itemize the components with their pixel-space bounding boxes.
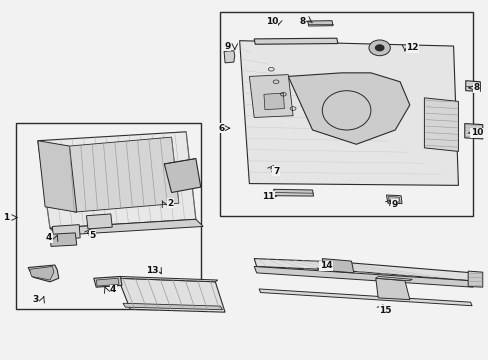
Polygon shape (287, 73, 409, 144)
Polygon shape (50, 219, 203, 235)
Bar (220, 12, 472, 216)
Polygon shape (94, 276, 122, 287)
Text: 11: 11 (261, 192, 274, 201)
Polygon shape (307, 21, 332, 26)
Polygon shape (264, 93, 284, 110)
Polygon shape (52, 225, 80, 240)
Polygon shape (386, 195, 401, 203)
Polygon shape (259, 289, 471, 306)
Text: 15: 15 (379, 306, 391, 315)
Text: 1: 1 (3, 213, 9, 222)
Text: 2: 2 (167, 199, 173, 208)
Text: 13: 13 (145, 266, 158, 275)
Polygon shape (224, 51, 234, 63)
Polygon shape (69, 137, 179, 212)
Text: 14: 14 (319, 261, 332, 270)
Text: 10: 10 (265, 17, 277, 26)
Polygon shape (322, 258, 353, 273)
Polygon shape (467, 271, 482, 287)
Text: 10: 10 (470, 129, 482, 138)
Polygon shape (465, 81, 479, 91)
Bar (16, 123, 201, 309)
Circle shape (368, 40, 389, 56)
Text: 9: 9 (390, 200, 397, 209)
Polygon shape (254, 38, 337, 44)
Text: 5: 5 (89, 231, 96, 240)
Text: 6: 6 (218, 124, 224, 133)
Polygon shape (96, 278, 119, 286)
Polygon shape (249, 75, 292, 117)
Polygon shape (273, 189, 313, 196)
Polygon shape (86, 214, 112, 229)
Text: 3: 3 (32, 295, 39, 304)
Text: 12: 12 (405, 43, 418, 52)
Polygon shape (118, 278, 224, 312)
Text: 4: 4 (46, 233, 52, 242)
Polygon shape (30, 266, 54, 280)
Polygon shape (164, 158, 201, 193)
Polygon shape (424, 98, 458, 152)
Polygon shape (50, 233, 77, 247)
Polygon shape (375, 278, 409, 300)
Polygon shape (254, 266, 472, 287)
Polygon shape (28, 265, 59, 282)
Polygon shape (239, 41, 458, 185)
Circle shape (374, 44, 384, 51)
Text: 7: 7 (272, 167, 279, 176)
Polygon shape (118, 276, 217, 282)
Polygon shape (122, 303, 222, 310)
Text: 8: 8 (299, 17, 305, 26)
Polygon shape (38, 132, 196, 228)
Polygon shape (387, 197, 399, 202)
Text: 8: 8 (473, 83, 479, 92)
Text: 4: 4 (110, 285, 116, 294)
Polygon shape (254, 258, 472, 281)
Polygon shape (375, 276, 411, 281)
Text: 9: 9 (224, 41, 230, 50)
Polygon shape (38, 141, 77, 212)
Polygon shape (464, 123, 482, 139)
